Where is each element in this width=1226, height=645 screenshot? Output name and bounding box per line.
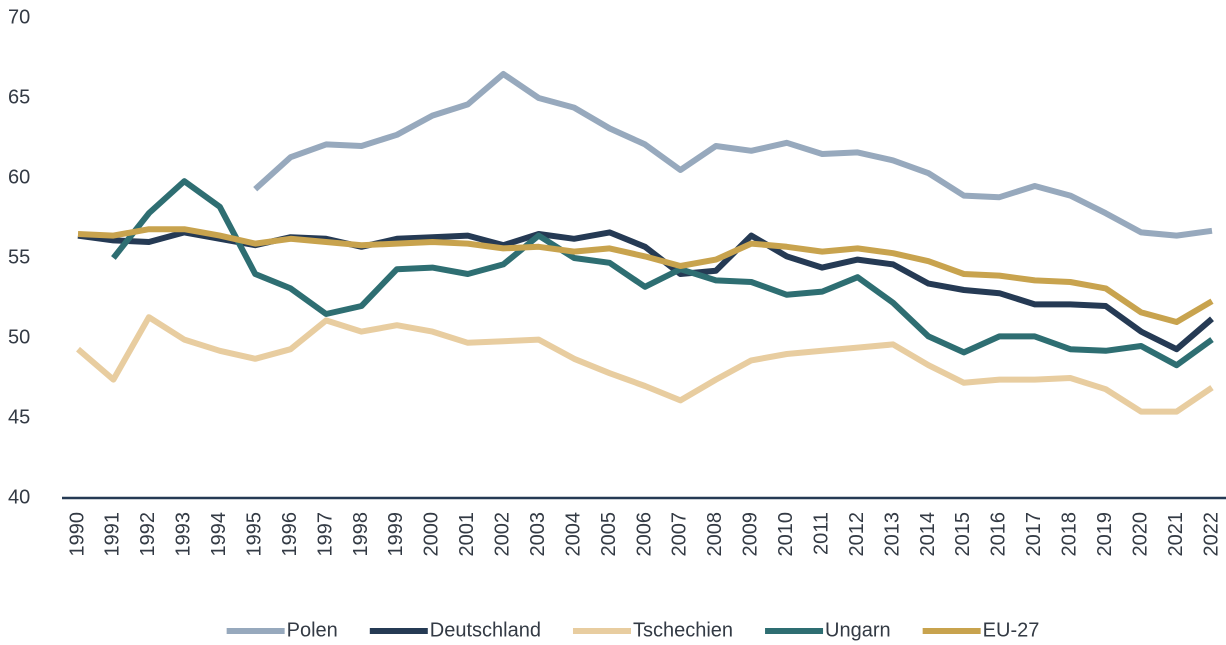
x-tick-label: 2009 bbox=[740, 512, 762, 557]
legend-label: Polen bbox=[287, 619, 338, 641]
legend-label: Deutschland bbox=[430, 619, 541, 641]
x-tick-label: 2020 bbox=[1129, 512, 1151, 557]
y-tick-label: 65 bbox=[8, 86, 30, 108]
x-tick-label: 2014 bbox=[917, 512, 939, 557]
x-tick-label: 2011 bbox=[810, 512, 832, 555]
y-tick-label: 50 bbox=[8, 326, 30, 348]
x-tick-label: 2010 bbox=[775, 512, 797, 557]
y-tick-label: 70 bbox=[8, 6, 30, 28]
x-tick-label: 2018 bbox=[1059, 512, 1081, 557]
x-tick-label: 2005 bbox=[598, 512, 620, 557]
x-tick-label: 2015 bbox=[952, 512, 974, 557]
series-line bbox=[253, 71, 1213, 239]
x-tick-label: 2021 bbox=[1165, 512, 1187, 557]
legend-label: Ungarn bbox=[825, 619, 891, 641]
x-tick-label: 2001 bbox=[456, 512, 478, 557]
x-tick-label: 1992 bbox=[137, 512, 159, 557]
x-tick-label: 2004 bbox=[562, 512, 584, 557]
x-tick-label: 2019 bbox=[1094, 512, 1116, 557]
x-tick-label: 1996 bbox=[279, 512, 301, 557]
x-tick-label: 2006 bbox=[633, 512, 655, 557]
x-tick-label: 2007 bbox=[669, 512, 691, 557]
x-tick-label: 2003 bbox=[527, 512, 549, 557]
x-tick-label: 2002 bbox=[492, 512, 514, 557]
legend-label: Tschechien bbox=[633, 619, 733, 641]
x-tick-label: 2016 bbox=[988, 512, 1010, 557]
y-tick-label: 60 bbox=[8, 166, 30, 188]
x-tick-label: 1999 bbox=[385, 512, 407, 557]
x-tick-label: 1994 bbox=[208, 512, 230, 557]
x-tick-label: 1997 bbox=[314, 512, 336, 557]
series-line bbox=[111, 178, 1214, 369]
y-tick-label: 40 bbox=[8, 486, 30, 508]
x-tick-label: 2000 bbox=[421, 512, 443, 557]
series-line bbox=[77, 226, 1214, 325]
x-tick-label: 2022 bbox=[1200, 512, 1222, 557]
x-tick-label: 2013 bbox=[881, 512, 903, 557]
legend: Polen Deutschland Tschechien Ungarn EU-27 bbox=[226, 619, 1040, 641]
y-tick-label: 55 bbox=[8, 246, 30, 268]
series-line bbox=[77, 229, 1214, 353]
x-tick-label: 1993 bbox=[173, 512, 195, 557]
legend-label: EU-27 bbox=[983, 619, 1040, 641]
x-tick-label: 1991 bbox=[102, 512, 124, 557]
x-tick-label: 1998 bbox=[350, 512, 372, 557]
x-tick-label: 2017 bbox=[1023, 512, 1045, 557]
x-tick-label: 2008 bbox=[704, 512, 726, 557]
x-tick-label: 1995 bbox=[243, 512, 265, 557]
x-tick-label: 1990 bbox=[66, 512, 88, 557]
x-tick-label: 2012 bbox=[846, 512, 868, 557]
y-tick-label: 45 bbox=[8, 406, 30, 428]
series-line bbox=[76, 314, 1214, 415]
